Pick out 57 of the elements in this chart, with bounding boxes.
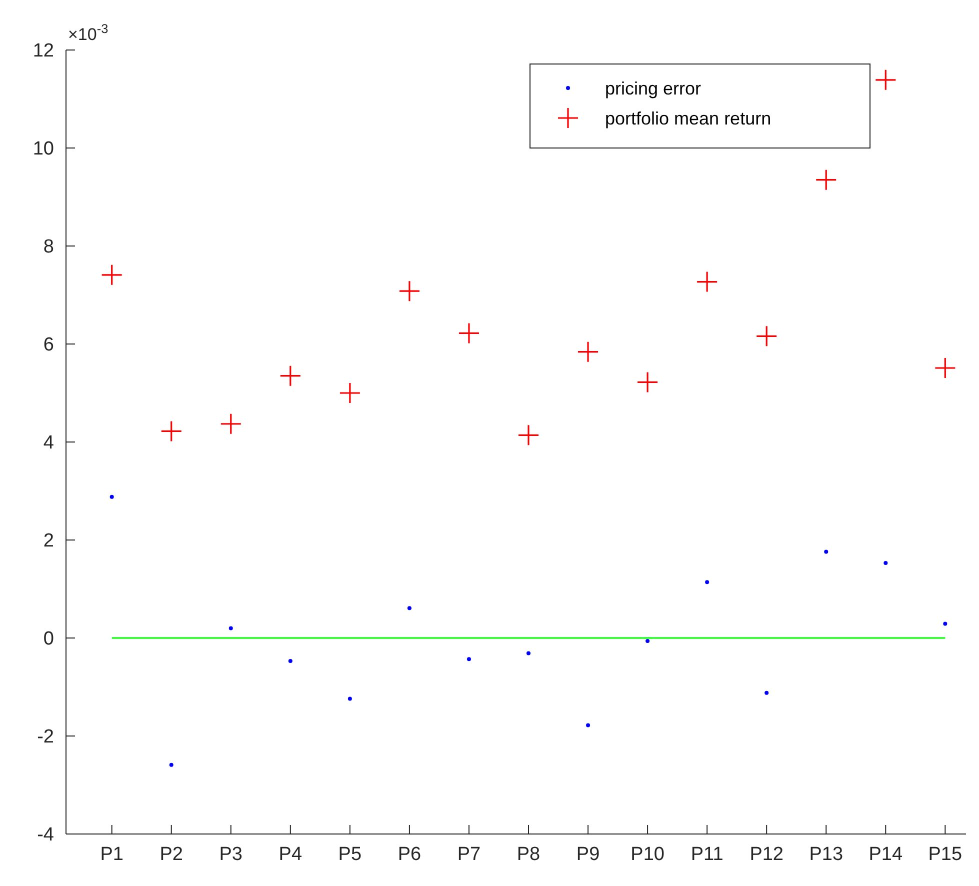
point [458,322,480,344]
text: ×10$^{-3}$ [68,20,108,44]
y-tick-label: 12 [32,40,54,62]
legend-label: portfolio mean return [605,108,772,128]
point [398,280,420,302]
point [636,371,658,394]
x-tick-label: P4 [278,844,302,865]
x-tick-label: P14 [868,844,903,865]
point [884,561,888,566]
x-tick-label: P10 [630,844,664,865]
point [696,270,718,293]
point [586,723,590,728]
point [943,622,948,626]
point [756,325,778,347]
x-tick-label: P11 [690,844,724,865]
point [348,696,352,701]
point [646,638,650,643]
point [288,659,292,664]
y-tick-label: 4 [43,432,54,454]
y-tick-label: -2 [37,726,54,748]
x-tick-label: P13 [809,844,844,865]
y-tick-label: 2 [43,530,54,552]
point [815,169,837,191]
point [220,413,242,435]
legend-label: pricing error [605,78,702,98]
point [110,494,114,499]
point [705,580,710,584]
point [339,382,361,404]
point [407,606,412,610]
point [934,357,956,379]
point [160,420,182,442]
x-tick-label: P9 [576,844,600,865]
y-tick-label: -4 [37,824,54,846]
point [518,424,540,446]
y-tick-label: 0 [43,628,54,650]
y-tick-label: 6 [43,334,54,356]
x-tick-label: P12 [750,844,784,865]
point [280,365,302,387]
x-tick-label: P15 [928,844,962,865]
point [169,762,174,767]
x-tick-label: P6 [398,844,422,865]
x-tick-label: P1 [100,844,124,865]
point [526,651,530,656]
x-tick-label: P3 [219,844,243,865]
x-tick-label: P8 [516,844,540,865]
point [824,550,828,554]
point [101,264,123,286]
x-tick-label: P5 [338,844,362,865]
x-tick-label: P2 [160,844,183,865]
y-tick-label: 10 [32,138,54,160]
point [228,626,233,630]
point [577,341,599,363]
point [466,657,471,662]
x-tick-label: P7 [457,844,481,865]
y-tick-label: 8 [43,236,54,258]
point [764,690,769,695]
point [874,69,896,91]
